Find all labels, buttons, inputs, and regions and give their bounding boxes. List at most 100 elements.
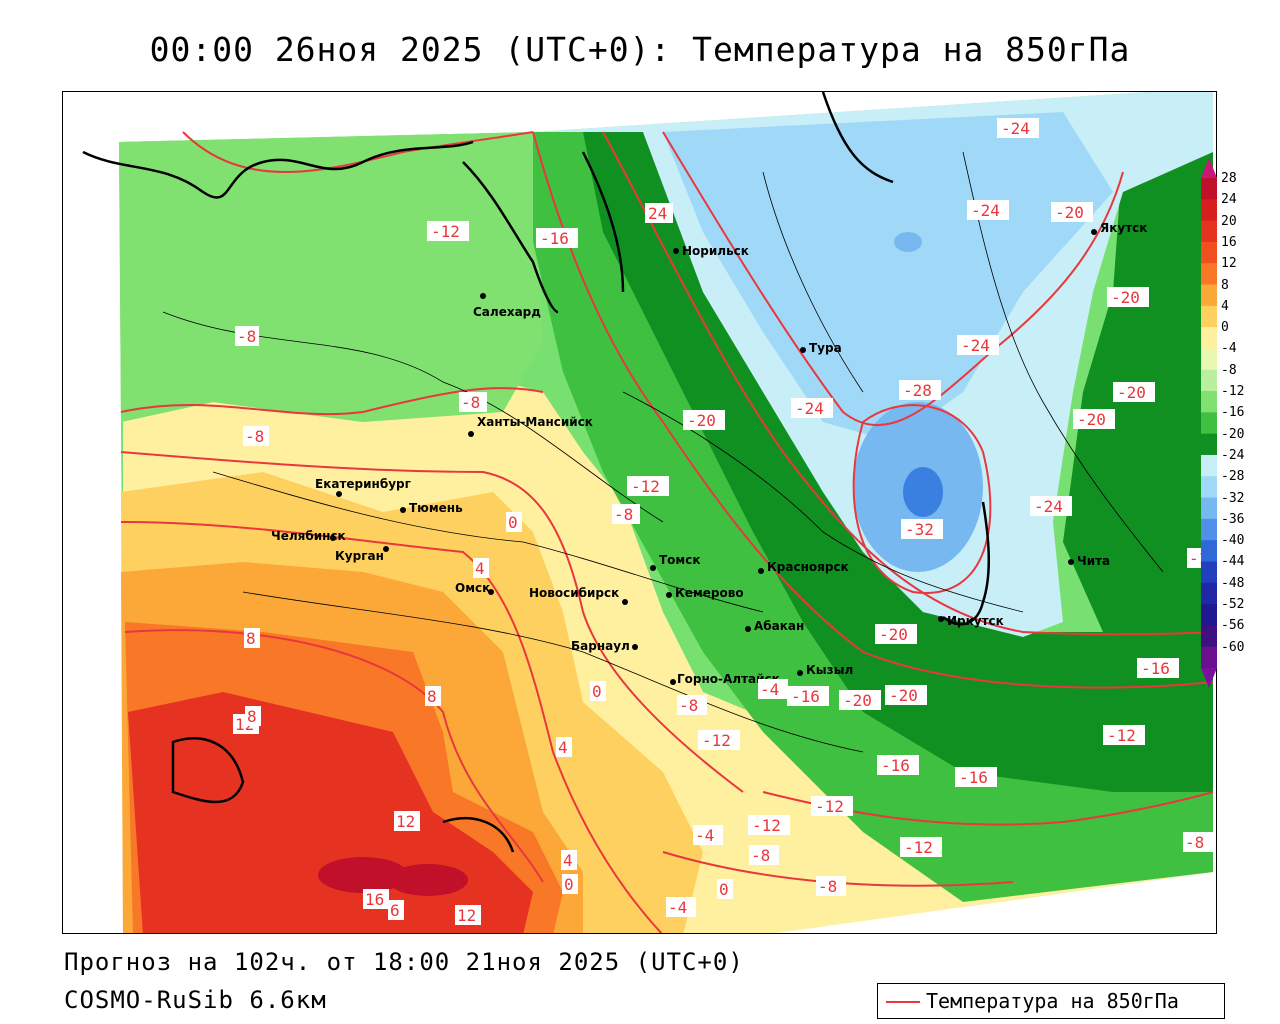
iso-label: 4 — [561, 850, 577, 870]
svg-text:Горно-Алтайск: Горно-Алтайск — [677, 672, 780, 686]
city-yekaterinburg: Екатеринбург — [315, 477, 411, 497]
color-scale-swatch — [1201, 305, 1217, 328]
svg-text:-20: -20 — [687, 411, 716, 430]
iso-label: -12 — [627, 476, 669, 496]
iso-label: -8 — [749, 845, 779, 865]
iso-label: -8 — [243, 426, 269, 446]
temperature-map: Норильск Якутск Салехард Тура Ханты-Манс… — [62, 91, 1217, 934]
city-abakan: Абакан — [745, 619, 804, 633]
svg-text:4: 4 — [475, 559, 485, 578]
iso-label: -8 — [459, 392, 487, 412]
svg-text:-8: -8 — [245, 427, 264, 446]
legend-label: Температура на 850гПа — [926, 989, 1179, 1013]
svg-text:-24: -24 — [961, 336, 990, 355]
zone-dark-red-1 — [318, 857, 408, 893]
svg-text:4: 4 — [563, 851, 573, 870]
iso-label: -20 — [1113, 382, 1155, 402]
svg-text:Иркутск: Иркутск — [947, 614, 1004, 628]
iso-label: -20 — [1073, 409, 1115, 429]
svg-text:-8: -8 — [237, 327, 256, 346]
svg-text:-20: -20 — [1077, 410, 1106, 429]
color-scale-swatch — [1201, 327, 1217, 349]
iso-label: -24 — [1030, 496, 1072, 516]
color-scale-label: -12 — [1221, 384, 1245, 400]
color-scale-swatch — [1201, 604, 1217, 626]
zone-blue-core — [903, 467, 943, 517]
color-scale-swatch — [1201, 646, 1217, 669]
svg-text:8: 8 — [427, 687, 437, 706]
svg-text:12: 12 — [457, 906, 476, 925]
model-name: COSMO-RuSib 6.6км — [64, 986, 327, 1014]
forecast-info: Прогноз на 102ч. от 18:00 21ноя 2025 (UT… — [64, 948, 744, 976]
iso-label: -8 — [612, 504, 640, 524]
svg-text:8: 8 — [246, 629, 256, 648]
legend: Температура на 850гПа — [877, 983, 1225, 1019]
iso-label: -12 — [748, 815, 790, 835]
color-scale-top-arrow — [1201, 158, 1217, 178]
iso-label: -12 — [1103, 725, 1145, 745]
svg-text:-8: -8 — [751, 846, 770, 865]
svg-text:-20: -20 — [1055, 203, 1084, 222]
city-irkutsk: Иркутск — [938, 614, 1004, 628]
iso-label: -20 — [839, 690, 881, 710]
svg-text:6: 6 — [390, 901, 400, 920]
svg-text:4: 4 — [558, 738, 568, 757]
color-scale-label: -48 — [1221, 575, 1245, 591]
svg-text:Тура: Тура — [809, 341, 842, 355]
color-scale-swatch — [1201, 391, 1217, 413]
color-scale-label: 16 — [1221, 234, 1237, 250]
svg-text:-8: -8 — [614, 505, 633, 524]
color-scale-bottom-arrow — [1201, 668, 1217, 688]
svg-text:24: 24 — [648, 204, 667, 223]
city-tura: Тура — [800, 341, 842, 355]
svg-text:Абакан: Абакан — [754, 619, 804, 633]
color-scale-label: -4 — [1221, 341, 1237, 357]
svg-text:Барнаул: Барнаул — [571, 639, 630, 653]
color-scale-swatch — [1201, 518, 1217, 541]
svg-text:-24: -24 — [1001, 119, 1030, 138]
iso-label: 0 — [717, 879, 733, 899]
svg-text:Чита: Чита — [1077, 554, 1110, 568]
iso-label: 8 — [245, 706, 261, 726]
svg-text:-12: -12 — [815, 797, 844, 816]
zone-light-green — [119, 132, 543, 422]
iso-label: 0 — [506, 512, 522, 532]
iso-label: 24 — [645, 203, 673, 223]
svg-text:-20: -20 — [843, 691, 872, 710]
svg-text:-32: -32 — [905, 520, 934, 539]
zone-dark-red-2 — [388, 864, 468, 896]
color-scale-label: -40 — [1221, 533, 1245, 549]
iso-label: -16 — [955, 767, 997, 787]
color-scale-label: -32 — [1221, 490, 1245, 506]
svg-text:Салехард: Салехард — [473, 305, 541, 319]
svg-text:-12: -12 — [631, 477, 660, 496]
svg-text:Курган: Курган — [335, 549, 384, 563]
svg-text:-4: -4 — [668, 898, 687, 917]
svg-text:-4: -4 — [760, 680, 779, 699]
color-scale-label: -28 — [1221, 469, 1245, 485]
svg-text:Новосибирск: Новосибирск — [529, 586, 619, 600]
color-scale-label: 20 — [1221, 213, 1237, 229]
color-scale-swatch — [1201, 178, 1217, 200]
color-scale-swatch — [1201, 561, 1217, 584]
iso-label: 6 — [388, 900, 404, 920]
iso-label: -12 — [427, 221, 469, 241]
svg-text:Красноярск: Красноярск — [767, 560, 849, 574]
svg-text:-12: -12 — [431, 222, 460, 241]
iso-label: -20 — [1107, 287, 1149, 307]
svg-text:16: 16 — [365, 890, 384, 909]
color-scale-label: -52 — [1221, 597, 1245, 613]
zone-light-blue — [663, 112, 1113, 442]
iso-label: -16 — [877, 755, 919, 775]
svg-text:0: 0 — [592, 682, 602, 701]
iso-label: -32 — [901, 519, 943, 539]
svg-text:0: 0 — [508, 513, 518, 532]
svg-text:Томск: Томск — [659, 553, 701, 567]
svg-text:0: 0 — [564, 875, 574, 894]
coastlines — [82, 92, 990, 853]
iso-label: -4 — [666, 897, 696, 917]
isotherm-labels: -24 -20 -24 -12 -16 24 -20 -24 -8 -8 -20… — [233, 118, 1216, 925]
color-scale-swatch — [1201, 348, 1217, 371]
svg-text:Кемерово: Кемерово — [675, 586, 744, 600]
color-scale-label: 24 — [1221, 192, 1237, 208]
